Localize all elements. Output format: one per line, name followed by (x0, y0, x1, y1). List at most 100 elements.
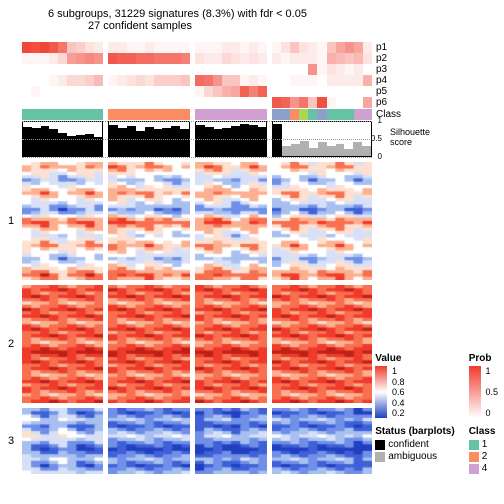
prob-cell (308, 75, 317, 86)
prob-cell (240, 86, 249, 97)
prob-cell (145, 64, 154, 75)
legend-tick: 1 (392, 366, 405, 376)
prob-cell (290, 86, 299, 97)
silhouette-axis-tick: 1 (378, 116, 382, 125)
prob-cell (49, 64, 58, 75)
prob-cell (117, 86, 126, 97)
prob-cell (258, 42, 267, 53)
prob-cell (213, 42, 222, 53)
prob-cell (40, 42, 49, 53)
prob-cell (31, 42, 40, 53)
prob-cell (136, 64, 145, 75)
prob-cell (336, 86, 345, 97)
prob-cell (354, 86, 363, 97)
prob-cell (31, 64, 40, 75)
prob-cell (136, 97, 145, 108)
prob-cell (163, 86, 172, 97)
prob-cell (58, 86, 67, 97)
prob-cell (308, 42, 317, 53)
prob-cell (108, 97, 117, 108)
prob-cell (117, 64, 126, 75)
prob-cell (172, 86, 181, 97)
class-cell (204, 109, 213, 120)
prob-cell (117, 97, 126, 108)
class-cell (58, 109, 67, 120)
prob-cell (136, 75, 145, 86)
prob-cell (327, 75, 336, 86)
prob-cell (76, 97, 85, 108)
prob-cell (258, 97, 267, 108)
prob-cell (31, 97, 40, 108)
prob-cell (127, 97, 136, 108)
prob-cell (58, 97, 67, 108)
prob-cell (49, 53, 58, 64)
prob-cell (154, 42, 163, 53)
prob-cell (240, 75, 249, 86)
legend-prob-gradient: 10.50 (469, 366, 498, 418)
prob-cell (272, 53, 281, 64)
prob-cell (354, 64, 363, 75)
prob-cell (145, 42, 154, 53)
prob-cell (181, 64, 190, 75)
prob-cell (204, 42, 213, 53)
prob-cell (336, 64, 345, 75)
prob-cell (363, 64, 372, 75)
class-cell (31, 109, 40, 120)
prob-cell (249, 86, 258, 97)
heatmap-block-label: 1 (8, 215, 14, 227)
prob-cell (58, 75, 67, 86)
prob-cell (94, 86, 103, 97)
prob-cell (272, 42, 281, 53)
prob-cell (195, 42, 204, 53)
silhouette-label: Silhouette score (390, 127, 430, 147)
class-cell (345, 109, 354, 120)
prob-cell (213, 75, 222, 86)
class-cell (240, 109, 249, 120)
heatmap-figure: p1p2p3p4p5p6Class00.51Silhouette score12… (22, 42, 372, 474)
class-cell (94, 109, 103, 120)
prob-cell (40, 75, 49, 86)
prob-cell (290, 75, 299, 86)
prob-cell (299, 75, 308, 86)
prob-cell (308, 97, 317, 108)
prob-cell (94, 53, 103, 64)
prob-cell (290, 97, 299, 108)
prob-cell (317, 75, 326, 86)
prob-cell (258, 53, 267, 64)
heatmap-canvas (272, 408, 372, 474)
prob-cell (67, 64, 76, 75)
prob-cell (154, 75, 163, 86)
prob-cell (290, 42, 299, 53)
prob-cell (22, 53, 31, 64)
legend-class-title: Class (469, 426, 498, 437)
prob-cell (154, 53, 163, 64)
prob-cell (204, 53, 213, 64)
prob-cell (258, 75, 267, 86)
prob-cell (31, 53, 40, 64)
prob-cell (136, 53, 145, 64)
class-cell (76, 109, 85, 120)
heatmap-canvas (108, 285, 189, 403)
prob-cell (108, 42, 117, 53)
prob-cell (281, 53, 290, 64)
prob-cell (299, 53, 308, 64)
prob-cell (354, 75, 363, 86)
prob-cell (281, 86, 290, 97)
prob-cell (327, 64, 336, 75)
class-cell (336, 109, 345, 120)
prob-cell (195, 75, 204, 86)
prob-cell (249, 42, 258, 53)
legend-prob-class: Prob 10.50 Class 124 (469, 353, 498, 474)
prob-cell (49, 42, 58, 53)
heatmap-canvas (22, 285, 103, 403)
legend-tick: 0.6 (392, 387, 405, 397)
heatmap-canvas (22, 408, 103, 474)
prob-cell (76, 75, 85, 86)
heatmap-canvas (272, 285, 372, 403)
prob-cell (213, 53, 222, 64)
class-cell (222, 109, 231, 120)
prob-cell (240, 53, 249, 64)
prob-cell (249, 75, 258, 86)
prob-cell (222, 64, 231, 75)
prob-cell (58, 53, 67, 64)
